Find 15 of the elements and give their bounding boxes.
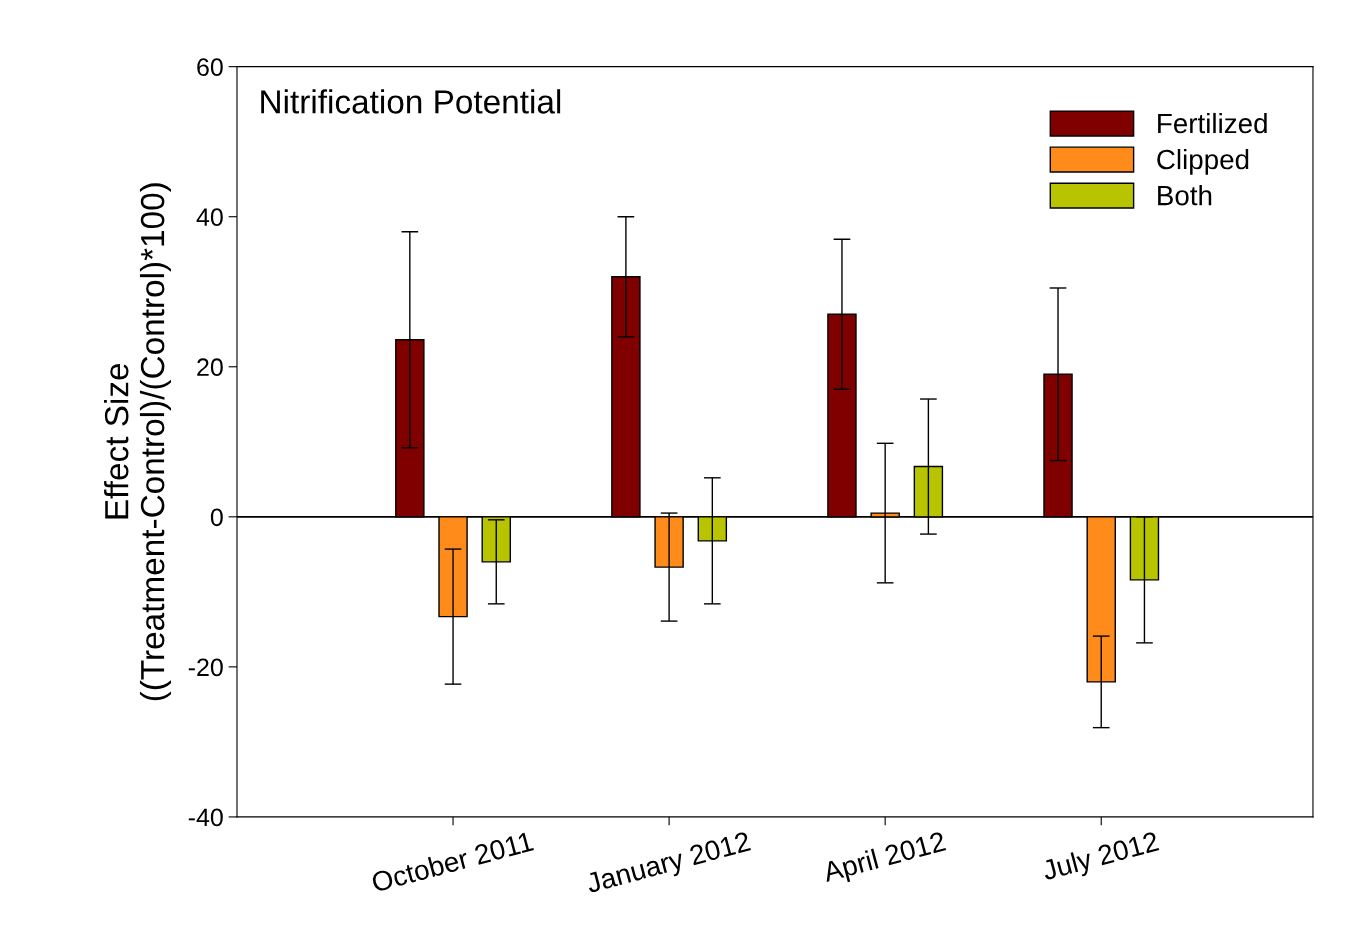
y-tick-label: 20: [197, 358, 223, 377]
x-tick-label: April 2012: [821, 830, 948, 888]
x-tick-label: July 2012: [1040, 830, 1161, 886]
legend-label: Both: [1158, 185, 1212, 206]
y-tick-label: 40: [196, 208, 223, 227]
legend-label: Clipped: [1157, 148, 1249, 175]
y-tick-label: 0: [210, 508, 223, 527]
y-tick-label: -40: [188, 808, 223, 827]
y-tick-label: 60: [197, 58, 223, 76]
y-tick-label: -20: [188, 658, 223, 677]
x-tick-label: October 2011: [370, 830, 534, 893]
y-axis-title: Effect Size ((Treatment-Control)/(Control)*100): [104, 183, 171, 701]
legend-label: Fertilized: [1158, 112, 1267, 134]
text: Nitrification Potential: [261, 89, 561, 114]
x-tick-label: January 2012: [585, 831, 753, 899]
